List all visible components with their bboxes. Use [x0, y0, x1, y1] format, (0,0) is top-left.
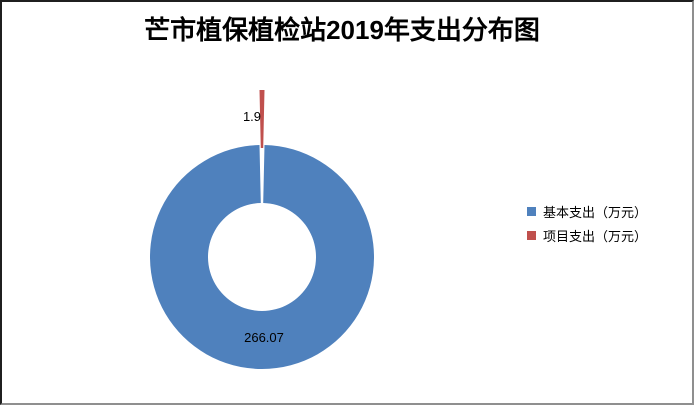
legend-label-project: 项目支出（万元）: [543, 228, 648, 244]
donut-slice-basic: [150, 145, 375, 370]
legend-item-project: 项目支出（万元）: [527, 224, 647, 246]
data-label-basic: 266.07: [244, 330, 284, 345]
chart-title: 芒市植保植检站2019年支出分布图: [144, 15, 540, 45]
data-label-project: 1.9: [242, 109, 262, 124]
legend-swatch-project-icon: [527, 230, 536, 240]
donut-slice-project: [259, 90, 265, 149]
legend-swatch-basic-icon: [527, 206, 536, 216]
legend-label-basic: 基本支出（万元）: [543, 204, 648, 220]
legend: 基本支出（万元） 项目支出（万元）: [527, 200, 647, 246]
legend-item-basic: 基本支出（万元）: [527, 200, 647, 222]
